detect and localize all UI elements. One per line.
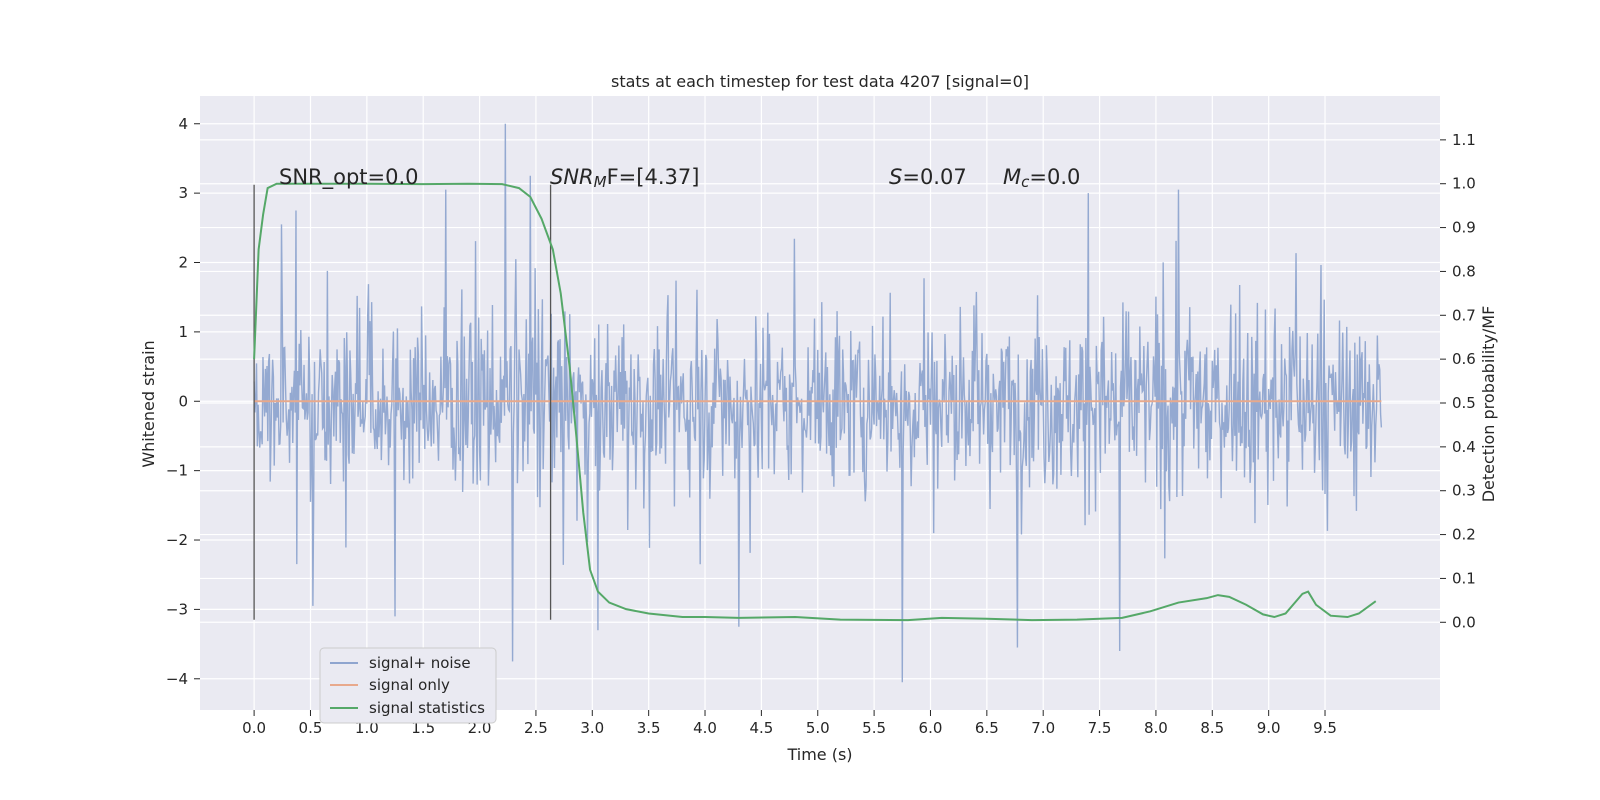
x-tick-label: 8.5 <box>1200 719 1224 737</box>
annotation-snr-opt: SNR_opt=0.0 <box>279 165 419 190</box>
x-tick-label: 6.5 <box>975 719 999 737</box>
legend-label-signal-statistics: signal statistics <box>369 699 485 717</box>
x-tick-label: 3.5 <box>637 719 661 737</box>
chart-title: stats at each timestep for test data 420… <box>611 72 1029 91</box>
x-tick-label: 7.5 <box>1088 719 1112 737</box>
annotation-snr-mf-symbol: SNR <box>550 165 594 189</box>
annotation-s-value: =0.07 <box>902 165 966 189</box>
x-axis-label: Time (s) <box>786 745 852 764</box>
annotation-snr-mf-sub: M <box>594 173 607 191</box>
x-tick-label: 9.5 <box>1313 719 1337 737</box>
y-tick-label: −1 <box>166 462 188 480</box>
legend-label-signal-only: signal only <box>369 676 450 694</box>
y2-tick-label: 0.3 <box>1452 482 1476 500</box>
axes: −4 −3 −2 −1 0 1 2 3 4 0.0 0.1 0.2 0.3 0.4 0.5 0.6 0.7 0.8… <box>166 115 1476 737</box>
x-tick-label: 4.5 <box>749 719 773 737</box>
y-tick-label: −4 <box>166 670 188 688</box>
y-tick-label: 1 <box>178 323 188 341</box>
x-tick-label: 5.0 <box>806 719 830 737</box>
annotation-snr-mf: SNRMF=[4.37] <box>550 165 699 191</box>
annotation-s: S=0.07 <box>889 165 967 189</box>
x-tick-label: 2.5 <box>524 719 548 737</box>
y-tick-label: 2 <box>178 254 188 272</box>
x-tick-label: 6.0 <box>919 719 943 737</box>
annotations: SNR_opt=0.0 SNRMF=[4.37] S=0.07 Mc=0.0 <box>279 165 1080 191</box>
annotation-mc-symbol: M <box>1003 165 1021 189</box>
y2-tick-label: 0.9 <box>1452 219 1476 237</box>
x-tick-label: 5.5 <box>862 719 886 737</box>
x-tick-label: 0.5 <box>299 719 323 737</box>
y2-tick-label: 0.6 <box>1452 350 1476 368</box>
y2-tick-label: 1.1 <box>1452 131 1476 149</box>
annotation-snr-mf-rest: F=[4.37] <box>607 165 700 189</box>
signal-statistics-line <box>253 182 1377 622</box>
y2-tick-label: 0.4 <box>1452 438 1476 456</box>
legend-label-signal-noise: signal+ noise <box>369 654 471 672</box>
legend-box <box>319 647 497 724</box>
x-tick-label: 8.0 <box>1144 719 1168 737</box>
y-tick-label: 3 <box>178 184 188 202</box>
x-tick-label: 0.0 <box>242 719 266 737</box>
y2-tick-label: 0.1 <box>1452 569 1476 587</box>
y-tick-label: −3 <box>166 600 188 618</box>
y-axis-label: Whitened strain <box>139 340 158 467</box>
y-tick-label: −2 <box>166 531 188 549</box>
legend: signal+ noise signal only signal statist… <box>319 647 497 724</box>
annotation-mc-value: =0.0 <box>1029 165 1080 189</box>
y2-tick-label: 0.0 <box>1452 613 1476 631</box>
line-series <box>253 182 1382 622</box>
y-tick-label: 4 <box>178 115 188 133</box>
y-tick-label: 0 <box>178 392 188 410</box>
noise-series <box>253 123 1383 683</box>
y2-tick-label: 1.0 <box>1452 175 1476 193</box>
noise-line <box>253 123 1383 683</box>
y2-tick-label: 0.5 <box>1452 394 1476 412</box>
x-tick-label: 9.0 <box>1257 719 1281 737</box>
y2-tick-label: 0.2 <box>1452 526 1476 544</box>
x-tick-label: 7.0 <box>1031 719 1055 737</box>
x-tick-label: 4.0 <box>693 719 717 737</box>
annotation-mc: Mc=0.0 <box>1003 165 1080 191</box>
y2-tick-label: 0.8 <box>1452 262 1476 280</box>
y2-tick-label: 0.7 <box>1452 306 1476 324</box>
x-tick-label: 3.0 <box>580 719 604 737</box>
y2-axis-label: Detection probability/MF <box>1479 306 1498 503</box>
annotation-s-symbol: S <box>889 165 902 189</box>
annotation-mc-sub: c <box>1021 173 1030 191</box>
